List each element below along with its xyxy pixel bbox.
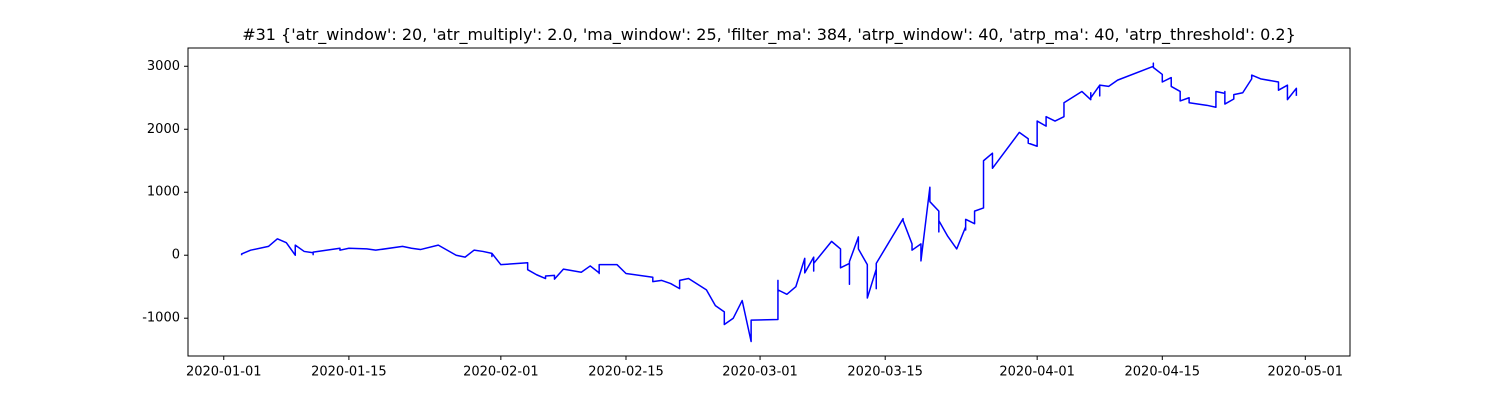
x-tick-label: 2020-05-01 [1268,365,1344,380]
y-tick-label: 2000 [147,122,180,137]
x-tick-label: 2020-02-15 [588,365,664,380]
x-tick-label: 2020-04-15 [1125,365,1201,380]
x-tick-label: 2020-01-01 [186,365,262,380]
y-tick-label: -1000 [142,311,180,326]
data-line [240,62,1298,343]
y-tick-label: 0 [172,248,180,263]
x-tick-label: 2020-03-15 [847,365,923,380]
chart-title: #31 {'atr_window': 20, 'atr_multiply': 2… [242,25,1296,45]
x-tick-label: 2020-02-01 [463,365,539,380]
plot-frame [187,47,1351,357]
x-tick-label: 2020-03-01 [722,365,798,380]
x-tick-label: 2020-04-01 [999,365,1075,380]
y-tick-label: 3000 [147,59,180,74]
x-tick-label: 2020-01-15 [311,365,387,380]
y-tick-label: 1000 [147,185,180,200]
